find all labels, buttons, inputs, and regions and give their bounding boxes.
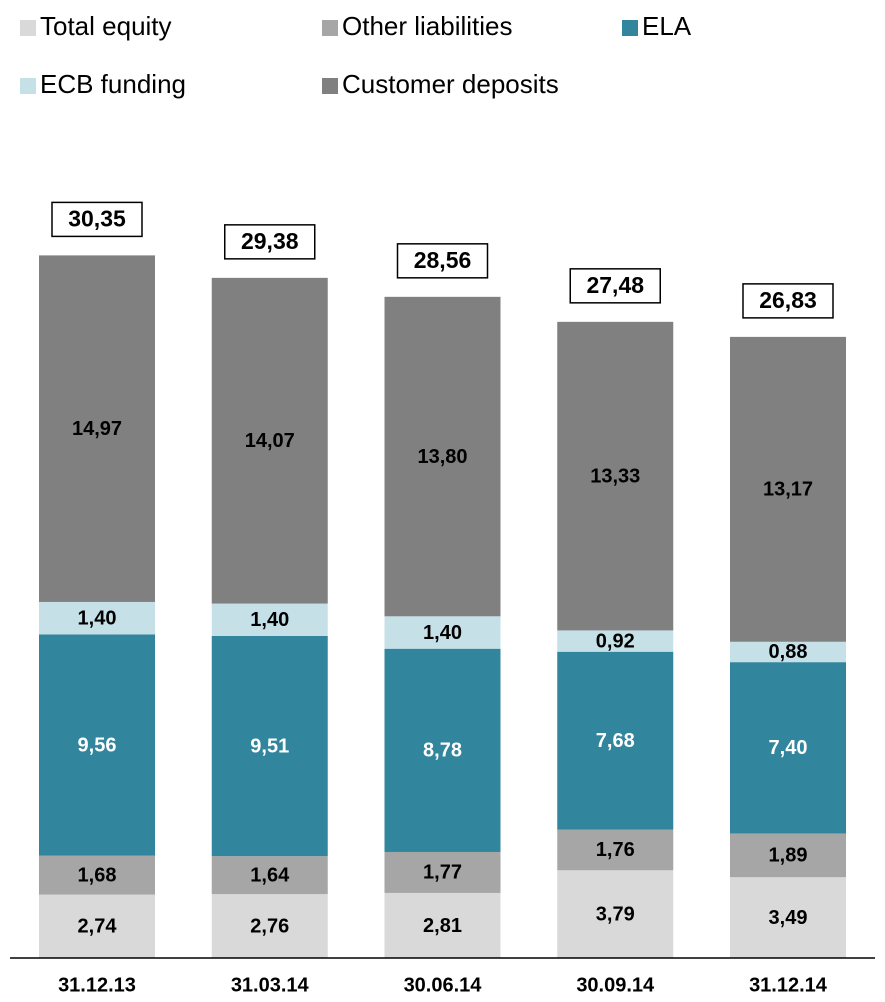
value-label: 7,40	[769, 737, 808, 759]
total-label: 28,56	[414, 247, 472, 273]
bar-segment	[730, 877, 846, 958]
value-label: 1,40	[250, 609, 289, 631]
value-label: 1,64	[250, 864, 290, 886]
value-label: 13,33	[590, 465, 640, 487]
bar-segment	[384, 892, 501, 958]
value-label: 0,92	[596, 630, 635, 652]
legend-swatch	[322, 78, 338, 94]
value-label: 14,07	[245, 430, 295, 452]
legend-swatch	[20, 20, 36, 36]
total-label: 30,35	[68, 205, 126, 231]
legend-label: Customer deposits	[342, 69, 559, 99]
bar-segment	[730, 833, 846, 878]
value-label: 1,68	[78, 864, 117, 886]
bar-segment	[39, 894, 155, 958]
value-label: 2,81	[423, 915, 462, 937]
bar-segment	[384, 851, 501, 893]
bar-segment	[211, 277, 328, 604]
x-tick-label: 30.06.14	[404, 974, 483, 996]
bar-segment	[39, 601, 155, 635]
value-label: 1,76	[596, 839, 635, 861]
value-label: 1,40	[78, 607, 117, 629]
value-label: 13,17	[763, 479, 813, 501]
value-label: 7,68	[596, 730, 635, 752]
value-label: 2,74	[78, 916, 118, 938]
bar-segment	[211, 603, 328, 636]
legend-label: ECB funding	[40, 69, 186, 99]
total-label: 29,38	[241, 228, 299, 254]
bar-segment	[557, 651, 674, 830]
bar-segment	[557, 829, 674, 871]
bar-segment	[557, 870, 674, 958]
legend-label: Other liabilities	[342, 11, 513, 41]
value-label: 1,40	[423, 622, 462, 644]
x-tick-label: 31.12.14	[749, 974, 828, 996]
x-tick-label: 31.03.14	[231, 974, 310, 996]
bar-segment	[39, 255, 155, 602]
value-label: 3,49	[769, 907, 808, 929]
total-box	[396, 243, 489, 279]
total-label: 26,83	[759, 287, 817, 313]
value-label: 1,77	[423, 862, 462, 884]
bar-segment	[211, 894, 328, 958]
bar-segment	[211, 856, 328, 895]
total-box	[742, 283, 834, 319]
total-box	[569, 268, 661, 304]
value-label: 8,78	[423, 740, 462, 762]
value-label: 9,56	[78, 734, 117, 756]
legend-swatch	[322, 20, 338, 36]
value-label: 2,76	[250, 915, 289, 937]
bar-segment	[39, 634, 155, 856]
bar-segment	[557, 630, 674, 652]
value-label: 1,89	[769, 845, 808, 867]
value-label: 9,51	[250, 735, 289, 757]
bar-segment	[384, 616, 501, 649]
legend-swatch	[20, 78, 36, 94]
bar-segment	[730, 662, 846, 834]
x-tick-label: 31.12.13	[58, 974, 136, 996]
bar-segment	[384, 648, 501, 852]
value-label: 0,88	[769, 641, 808, 663]
total-box	[224, 224, 316, 260]
bar-segment	[557, 321, 674, 631]
value-label: 13,80	[417, 446, 467, 468]
legend-swatch	[622, 20, 638, 36]
value-label: 3,79	[596, 903, 635, 925]
bar-segment	[384, 296, 501, 617]
total-label: 27,48	[586, 272, 644, 298]
value-label: 14,97	[72, 418, 122, 440]
bar-segment	[730, 336, 846, 642]
total-box	[51, 201, 143, 238]
legend-label: ELA	[642, 11, 692, 41]
bar-segment	[39, 855, 155, 895]
x-tick-label: 30.09.14	[576, 974, 655, 996]
bar-segment	[211, 635, 328, 857]
bar-segment	[730, 641, 846, 663]
legend-label: Total equity	[40, 11, 172, 41]
